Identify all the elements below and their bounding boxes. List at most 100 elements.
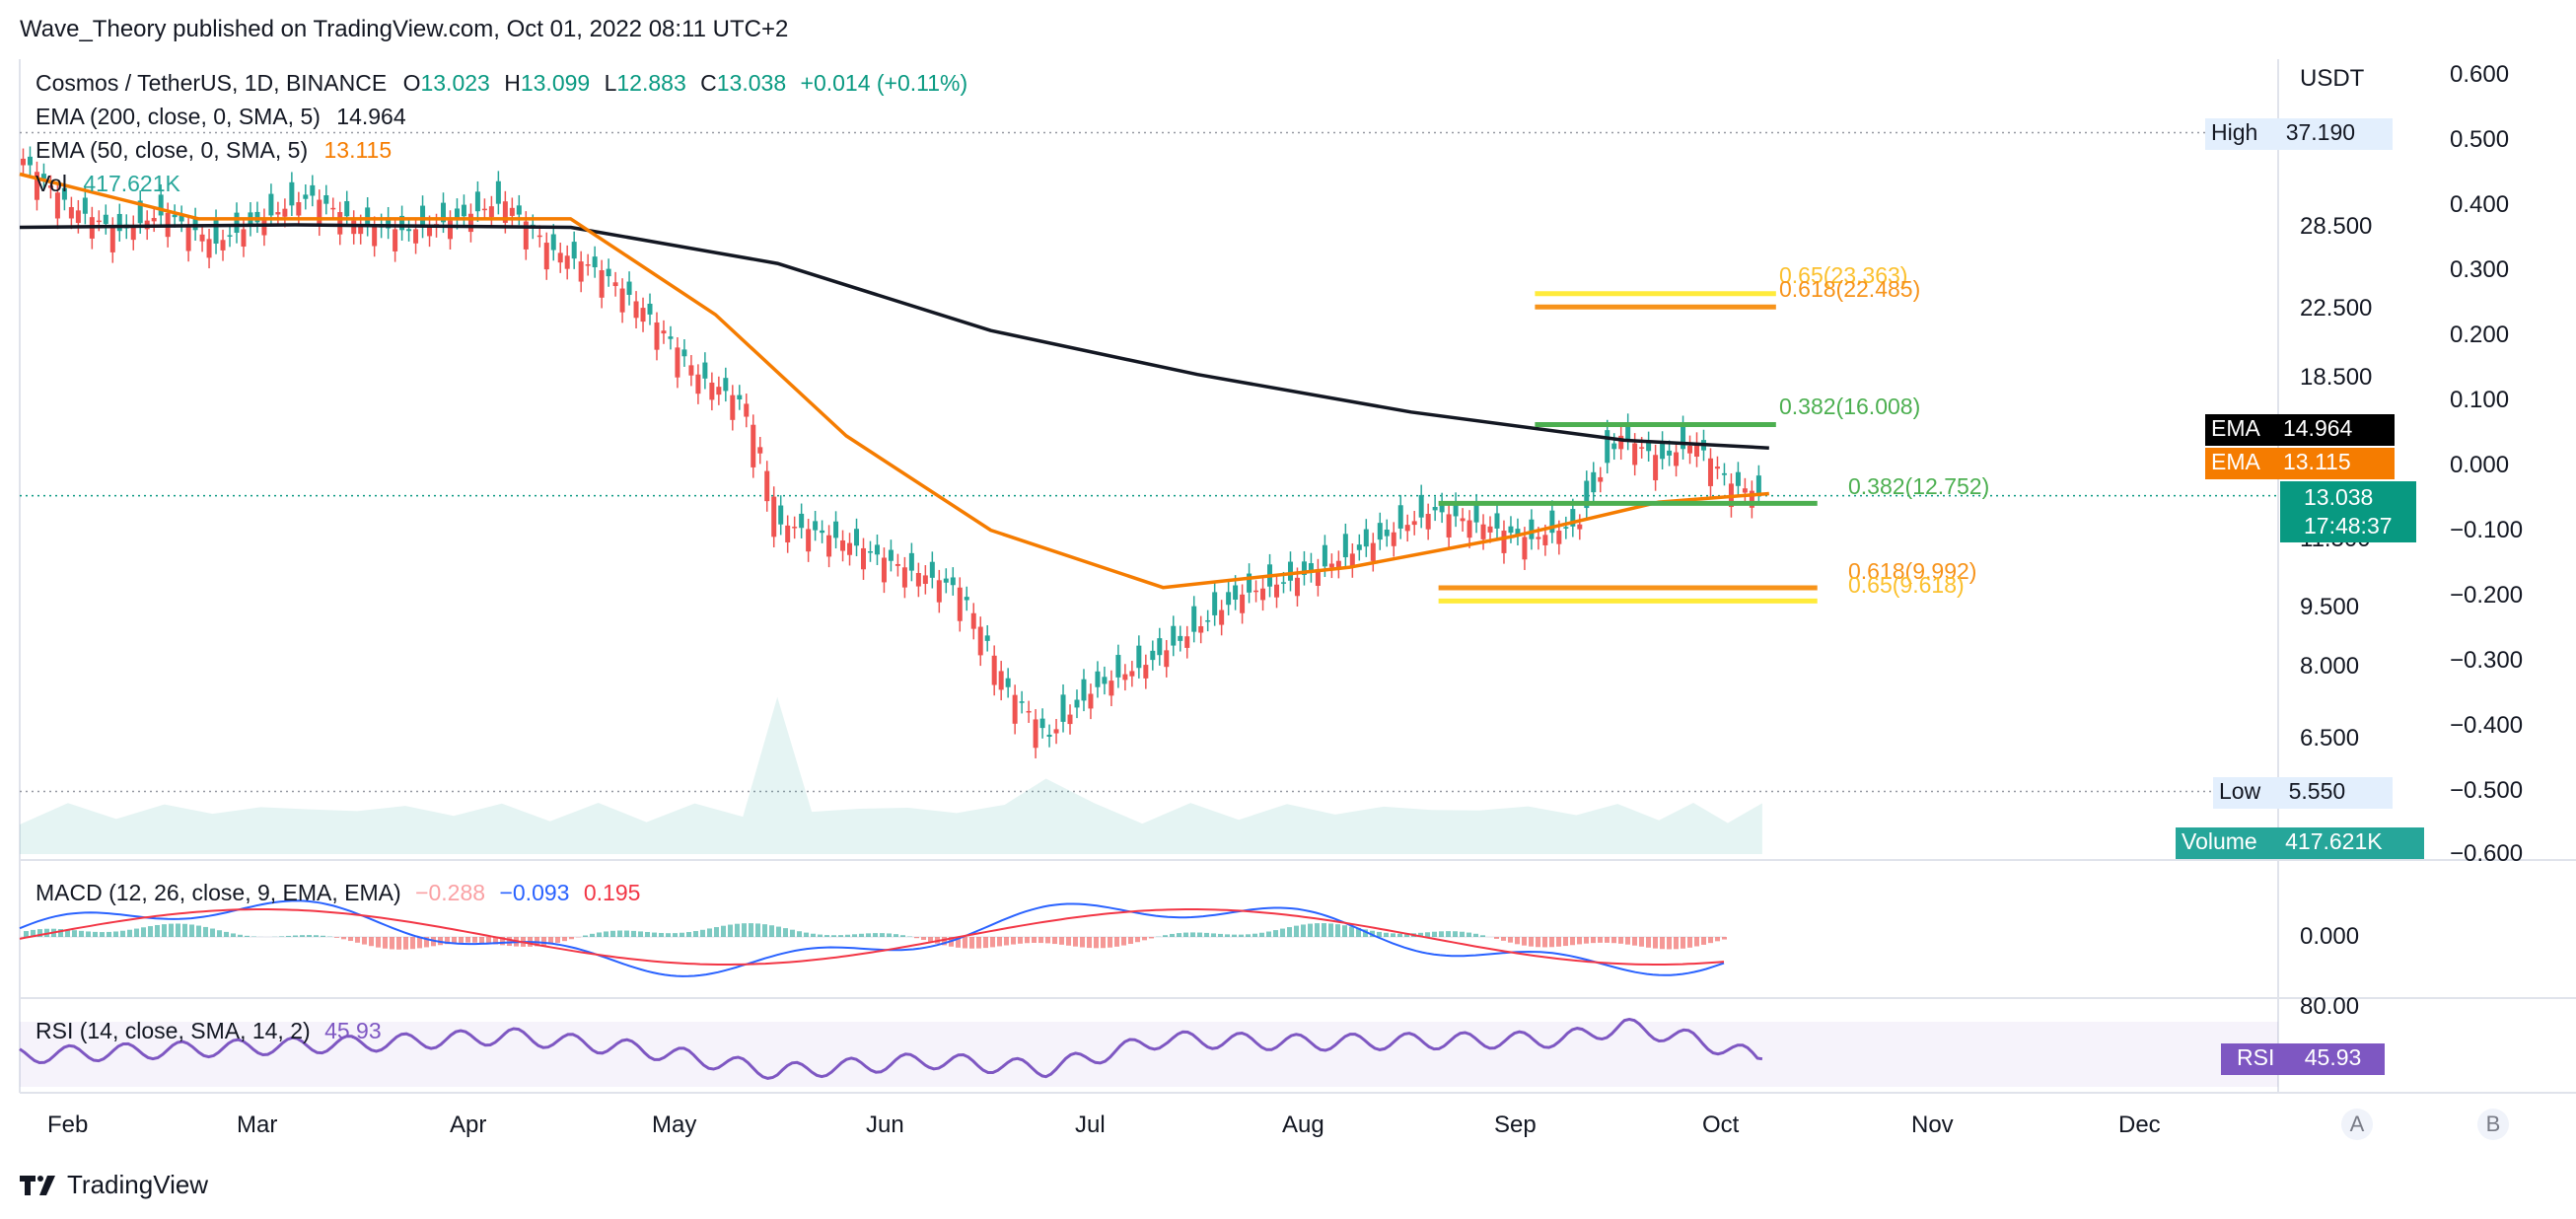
ema50-line (19, 172, 1769, 590)
candle-body (1735, 471, 1741, 486)
tradingview-logo[interactable]: TradingView (20, 1170, 208, 1200)
candle-body (578, 261, 584, 282)
macd-bar (956, 937, 961, 948)
candle-body (1026, 710, 1032, 713)
candle-body (998, 671, 1004, 690)
macd-legend[interactable]: MACD (12, 26, close, 9, EMA, EMA) −0.288… (36, 880, 640, 906)
candle-body (1515, 529, 1521, 536)
macd-bar (1183, 932, 1188, 937)
macd-bar (1480, 935, 1485, 937)
candle-body (523, 221, 529, 250)
candle-body (1171, 625, 1177, 646)
macd-bar (1542, 937, 1547, 948)
macd-bar (880, 933, 885, 937)
macd-bar (37, 929, 42, 937)
candle-body (54, 192, 60, 219)
macd-bar (1308, 923, 1313, 937)
candle-body (1184, 636, 1190, 648)
ema200-line (19, 223, 1769, 450)
macd-bar (1080, 937, 1085, 948)
macd-bar (1681, 937, 1685, 949)
macd-bar (1149, 937, 1154, 939)
fib-label-lower-0618: 0.618(9.992) (1848, 558, 1977, 584)
candle-body (75, 210, 81, 224)
candle-body (1253, 590, 1259, 593)
candle-body (1667, 450, 1673, 456)
secondary-tick: 0.200 (2450, 322, 2510, 348)
macd-bar (1467, 932, 1471, 937)
candle-body (1039, 718, 1045, 729)
secondary-tick: −0.600 (2450, 840, 2524, 867)
candle-body (564, 255, 570, 269)
candle-body (1260, 588, 1266, 601)
candle-body (792, 527, 798, 529)
candle-body (833, 521, 839, 538)
macd-bar (1073, 937, 1078, 947)
candle-body (1653, 455, 1659, 480)
secondary-tick: 0.000 (2450, 452, 2510, 478)
candle-body (158, 194, 164, 216)
scale-mode-button[interactable]: B (2477, 1109, 2509, 1140)
macd-bar (1646, 937, 1651, 948)
macd-bar (997, 937, 1002, 947)
volume-tag-label: Volume (2182, 828, 2257, 854)
candle-body (695, 374, 701, 394)
macd-bar (134, 928, 139, 937)
macd-bar (866, 933, 871, 937)
macd-bar (1653, 937, 1658, 949)
candle-body (1233, 585, 1239, 600)
candle-body (984, 635, 990, 641)
rsi-legend-value: 45.93 (324, 1018, 382, 1043)
candle-body (317, 199, 322, 226)
candle-body (771, 496, 777, 538)
candle-body (1067, 714, 1073, 725)
candle-body (1198, 625, 1204, 633)
macd-bar (1170, 933, 1175, 937)
candle-body (1611, 443, 1617, 450)
candle-body (1714, 466, 1720, 469)
rsi-legend[interactable]: RSI (14, close, SMA, 14, 2) 45.93 (36, 1018, 382, 1044)
macd-bar (1384, 932, 1389, 937)
rsi-tick: 80.00 (2300, 993, 2360, 1020)
macd-bar (314, 935, 319, 937)
macd-bar (403, 937, 408, 950)
macd-signal-line (19, 908, 1725, 966)
macd-bar (355, 937, 360, 943)
month-label: Jun (866, 1111, 904, 1138)
candle-body (34, 172, 39, 200)
secondary-tick: 0.600 (2450, 61, 2510, 88)
macd-bar (1515, 937, 1520, 945)
ema200-tag-label: EMA (2211, 415, 2259, 441)
ema200-legend[interactable]: EMA (200, close, 0, SMA, 5) 14.964 (36, 104, 406, 130)
auto-scale-button[interactable]: A (2341, 1109, 2373, 1140)
candle-body (640, 308, 646, 323)
countdown: 17:48:37 (2304, 513, 2393, 538)
macd-bar (1570, 937, 1575, 946)
candle-body (1095, 671, 1101, 687)
candle-body (413, 229, 419, 244)
candle-body (502, 201, 508, 223)
price-tag: 13.038 17:48:37 (2280, 481, 2416, 542)
candle-body (1707, 458, 1713, 486)
candle-body (1046, 734, 1052, 737)
ema50-legend[interactable]: EMA (50, close, 0, SMA, 5) 13.115 (36, 137, 392, 164)
macd-bar (742, 923, 747, 937)
macd-bar (507, 937, 512, 947)
macd-bar (1004, 937, 1009, 946)
candle-body (1274, 584, 1280, 598)
macd-bar (1025, 937, 1030, 944)
candle-body (1467, 520, 1472, 538)
candle-body (901, 567, 907, 588)
candle-body (1605, 430, 1610, 464)
macd-bar (1252, 933, 1257, 937)
macd-line-value: −0.093 (499, 880, 570, 905)
candle-body (199, 234, 205, 242)
candle-body (543, 243, 549, 270)
volume-legend[interactable]: Vol 417.621K (36, 171, 180, 197)
candle-body (1322, 544, 1327, 567)
macd-bar (31, 929, 36, 937)
candle-body (1294, 577, 1300, 597)
ema50-tag: EMA 13.115 (2205, 448, 2395, 479)
macd-hist-value: −0.288 (415, 880, 486, 905)
